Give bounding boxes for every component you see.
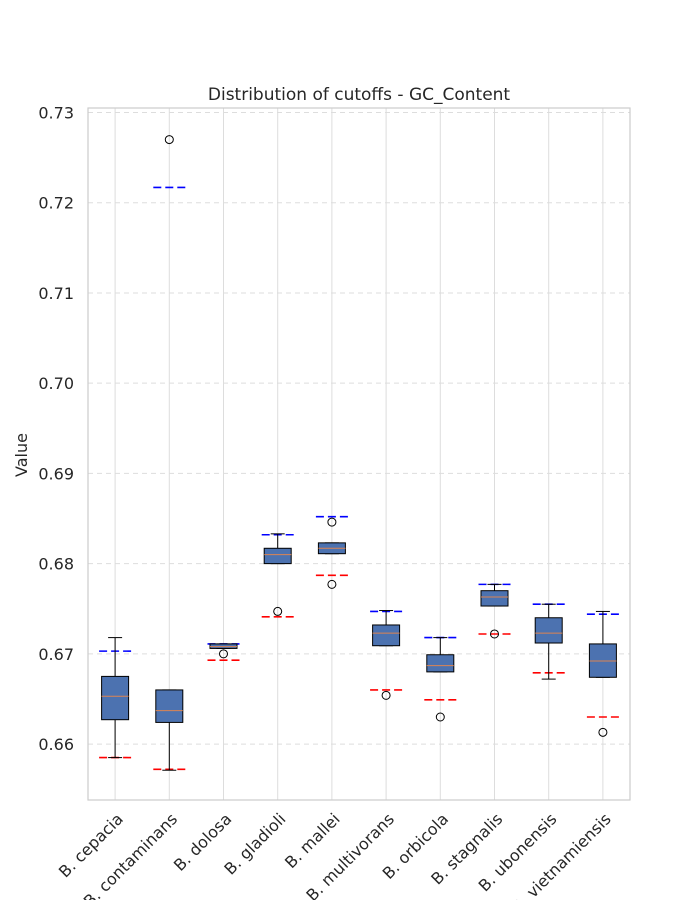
outlier-point <box>435 712 445 722</box>
iqr-box <box>426 654 455 673</box>
iqr-box <box>155 689 184 723</box>
iqr-box <box>480 590 509 607</box>
y-axis-label: Value <box>12 433 31 477</box>
reference-lines <box>99 186 619 771</box>
axis-ticks: 0.660.670.680.690.700.710.720.73B. cepac… <box>38 104 614 900</box>
outlier-point <box>381 690 391 700</box>
y-tick-label: 0.72 <box>38 194 74 213</box>
iqr-box <box>372 624 401 647</box>
outlier-point <box>490 629 499 639</box>
outlier-point <box>273 606 283 616</box>
outlier-point <box>598 727 608 737</box>
y-tick-label: 0.70 <box>38 374 74 393</box>
box-group <box>372 610 401 700</box>
grid-lines <box>88 108 630 800</box>
y-tick-label: 0.69 <box>38 464 74 483</box>
iqr-box <box>534 617 563 644</box>
outlier-point <box>327 579 337 589</box>
box-group <box>101 637 130 759</box>
y-tick-label: 0.73 <box>38 104 74 123</box>
y-tick-label: 0.66 <box>38 735 74 754</box>
plot-area-frame <box>87 107 631 801</box>
outlier-point <box>327 517 337 527</box>
chart-title: Distribution of cutoffs - GC_Content <box>208 85 511 105</box>
box-group <box>588 610 617 737</box>
y-tick-label: 0.71 <box>38 284 74 303</box>
iqr-box <box>263 547 292 565</box>
y-tick-label: 0.68 <box>38 555 74 574</box>
box-group <box>155 135 184 771</box>
box-group <box>263 533 292 616</box>
box-group <box>209 643 238 659</box>
outlier-point <box>219 649 228 659</box>
box-group <box>480 583 509 639</box>
outlier-point <box>164 135 174 145</box>
box-group <box>534 603 563 680</box>
iqr-box <box>101 675 130 721</box>
box-group <box>317 517 346 589</box>
box-series <box>101 135 617 771</box>
box-group <box>426 637 455 722</box>
y-tick-label: 0.67 <box>38 645 74 664</box>
